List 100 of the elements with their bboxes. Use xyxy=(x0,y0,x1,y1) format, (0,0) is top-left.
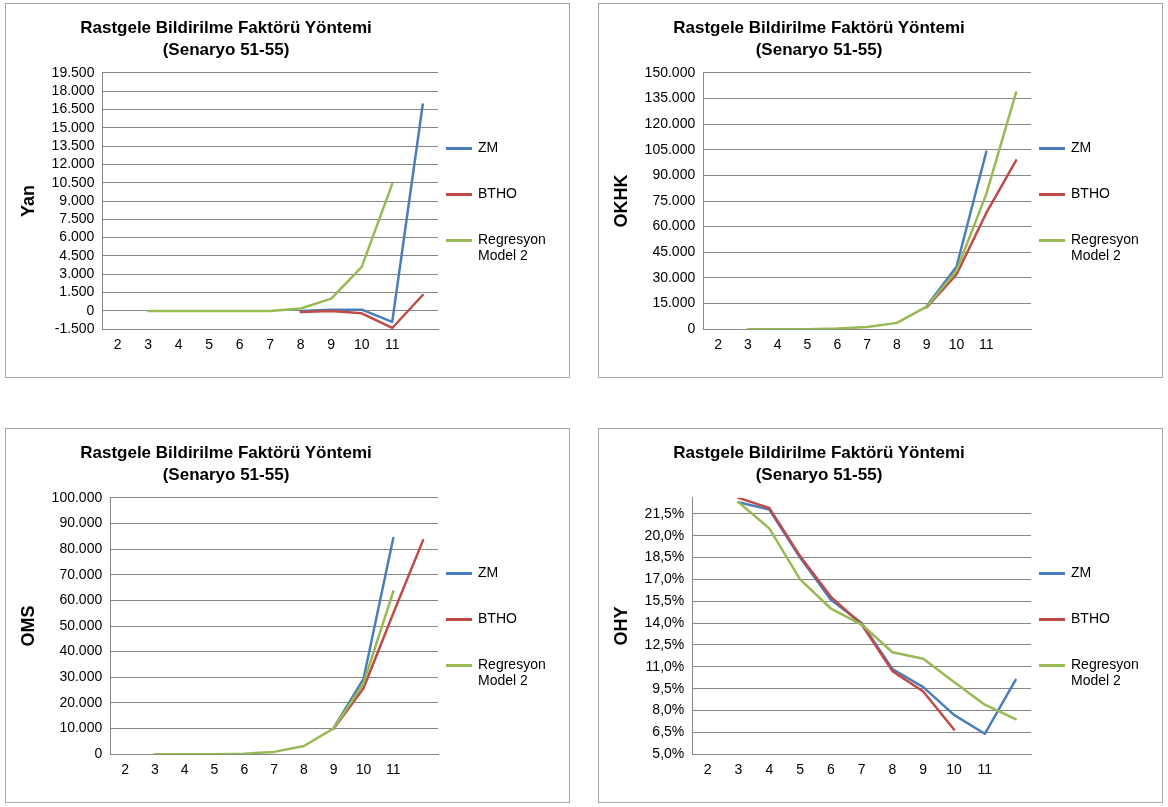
y-tick-label: 4.500 xyxy=(59,246,95,263)
legend-label: ZM xyxy=(1071,564,1092,580)
x-tick-label: 3 xyxy=(744,336,753,353)
legend-label: ZM xyxy=(478,139,499,155)
x-tick-label: 5 xyxy=(210,761,219,778)
legend-label: BTHO xyxy=(478,610,517,626)
y-tick-label: 6.000 xyxy=(59,228,95,245)
y-tick-label: 100.000 xyxy=(51,488,103,505)
x-tick-label: 10 xyxy=(353,336,370,353)
y-tick-label: 90.000 xyxy=(652,166,696,183)
x-tick-label: 2 xyxy=(121,761,130,778)
legend-label: Regresyon Model 2 xyxy=(478,231,547,263)
y-tick-label: 7.500 xyxy=(59,210,95,227)
y-tick-label: 1.500 xyxy=(59,283,95,300)
y-tick-label: 90.000 xyxy=(59,514,103,531)
y-tick-label: 18.000 xyxy=(51,81,95,98)
y-tick-label: -1.500 xyxy=(54,320,95,337)
x-tick-label: 5 xyxy=(803,336,812,353)
y-tick-label: 11,0% xyxy=(645,657,685,674)
x-tick-label: 10 xyxy=(948,336,965,353)
x-tick-label: 7 xyxy=(270,761,279,778)
x-tick-label: 10 xyxy=(946,761,963,778)
y-tick-label: 120.000 xyxy=(644,114,696,131)
legend-label: BTHO xyxy=(1071,185,1110,201)
y-axis-title: Yan xyxy=(17,184,38,218)
chart-subtitle: (Senaryo 51-55) xyxy=(162,465,290,485)
y-tick-label: 0 xyxy=(687,320,696,337)
x-tick-label: 9 xyxy=(327,336,336,353)
x-tick-label: 6 xyxy=(240,761,249,778)
x-tick-label: 8 xyxy=(893,336,901,353)
y-tick-label: 30.000 xyxy=(59,668,103,685)
x-tick-label: 7 xyxy=(266,336,275,353)
x-tick-label: 11 xyxy=(386,761,401,778)
x-tick-label: 2 xyxy=(113,336,122,353)
y-tick-label: 9,5% xyxy=(652,679,685,696)
y-tick-label: 17,0% xyxy=(644,570,685,587)
y-tick-label: 50.000 xyxy=(59,616,103,633)
y-tick-label: 21,5% xyxy=(644,504,685,521)
y-axis-title: OKHK xyxy=(610,174,631,228)
x-tick-label: 4 xyxy=(773,336,782,353)
legend-label: Regresyon Model 2 xyxy=(1071,231,1140,263)
chart-title: Rastgele Bildirilme Faktörü Yöntemi xyxy=(673,17,965,37)
y-axis-title: OMS xyxy=(17,605,38,647)
x-tick-label: 6 xyxy=(235,336,244,353)
chart-subtitle: (Senaryo 51-55) xyxy=(755,40,883,60)
chart-subtitle: (Senaryo 51-55) xyxy=(755,465,883,485)
x-tick-label: 6 xyxy=(833,336,842,353)
y-tick-label: 16.500 xyxy=(51,100,95,117)
x-tick-label: 2 xyxy=(703,761,712,778)
y-tick-label: 20,0% xyxy=(644,526,685,543)
y-tick-label: 8,0% xyxy=(652,701,685,718)
chart-title: Rastgele Bildirilme Faktörü Yöntemi xyxy=(673,442,965,462)
x-tick-label: 7 xyxy=(857,761,866,778)
legend-label: Regresyon Model 2 xyxy=(478,656,547,688)
y-tick-label: 60.000 xyxy=(59,591,103,608)
x-tick-label: 5 xyxy=(205,336,214,353)
x-tick-label: 8 xyxy=(296,336,305,353)
legend-label: ZM xyxy=(1071,139,1092,155)
y-tick-label: 3.000 xyxy=(59,265,95,282)
x-tick-label: 9 xyxy=(919,761,928,778)
x-tick-label: 7 xyxy=(863,336,872,353)
y-axis-title: OHY xyxy=(610,606,631,646)
x-tick-label: 5 xyxy=(796,761,805,778)
x-tick-label: 9 xyxy=(922,336,931,353)
x-tick-label: 6 xyxy=(826,761,835,778)
y-tick-label: 80.000 xyxy=(59,539,103,556)
y-tick-label: 60.000 xyxy=(652,217,696,234)
x-tick-label: 4 xyxy=(174,336,183,353)
y-tick-label: 135.000 xyxy=(644,89,696,106)
y-tick-label: 0 xyxy=(86,301,95,318)
chart-title: Rastgele Bildirilme Faktörü Yöntemi xyxy=(80,442,372,462)
y-tick-label: 10.000 xyxy=(59,719,103,736)
x-tick-label: 3 xyxy=(734,761,743,778)
x-tick-label: 2 xyxy=(714,336,723,353)
y-tick-label: 14,0% xyxy=(644,613,685,630)
legend-label: BTHO xyxy=(1071,610,1110,626)
y-tick-label: 0 xyxy=(94,745,103,762)
y-tick-label: 15,5% xyxy=(644,592,685,609)
legend-label: BTHO xyxy=(478,185,517,201)
legend-label: ZM xyxy=(478,564,499,580)
y-tick-label: 10.500 xyxy=(51,173,95,190)
y-tick-label: 40.000 xyxy=(59,642,103,659)
y-tick-label: 150.000 xyxy=(644,63,696,80)
y-tick-label: 15.000 xyxy=(652,294,696,311)
x-tick-label: 3 xyxy=(144,336,153,353)
y-tick-label: 70.000 xyxy=(59,565,103,582)
chart-title: Rastgele Bildirilme Faktörü Yöntemi xyxy=(80,17,372,37)
y-tick-label: 9.000 xyxy=(59,191,95,208)
x-tick-label: 9 xyxy=(329,761,338,778)
y-tick-label: 6,5% xyxy=(652,723,685,740)
legend-label: Regresyon Model 2 xyxy=(1071,656,1140,688)
x-tick-label: 8 xyxy=(888,761,897,778)
x-tick-label: 3 xyxy=(151,761,160,778)
y-tick-label: 19.500 xyxy=(51,63,95,80)
y-tick-label: 20.000 xyxy=(59,693,103,710)
x-tick-label: 11 xyxy=(977,761,993,778)
y-tick-label: 18,5% xyxy=(644,548,685,565)
y-tick-label: 75.000 xyxy=(652,191,696,208)
y-tick-label: 105.000 xyxy=(644,140,696,157)
chart-subtitle: (Senaryo 51-55) xyxy=(162,40,290,60)
